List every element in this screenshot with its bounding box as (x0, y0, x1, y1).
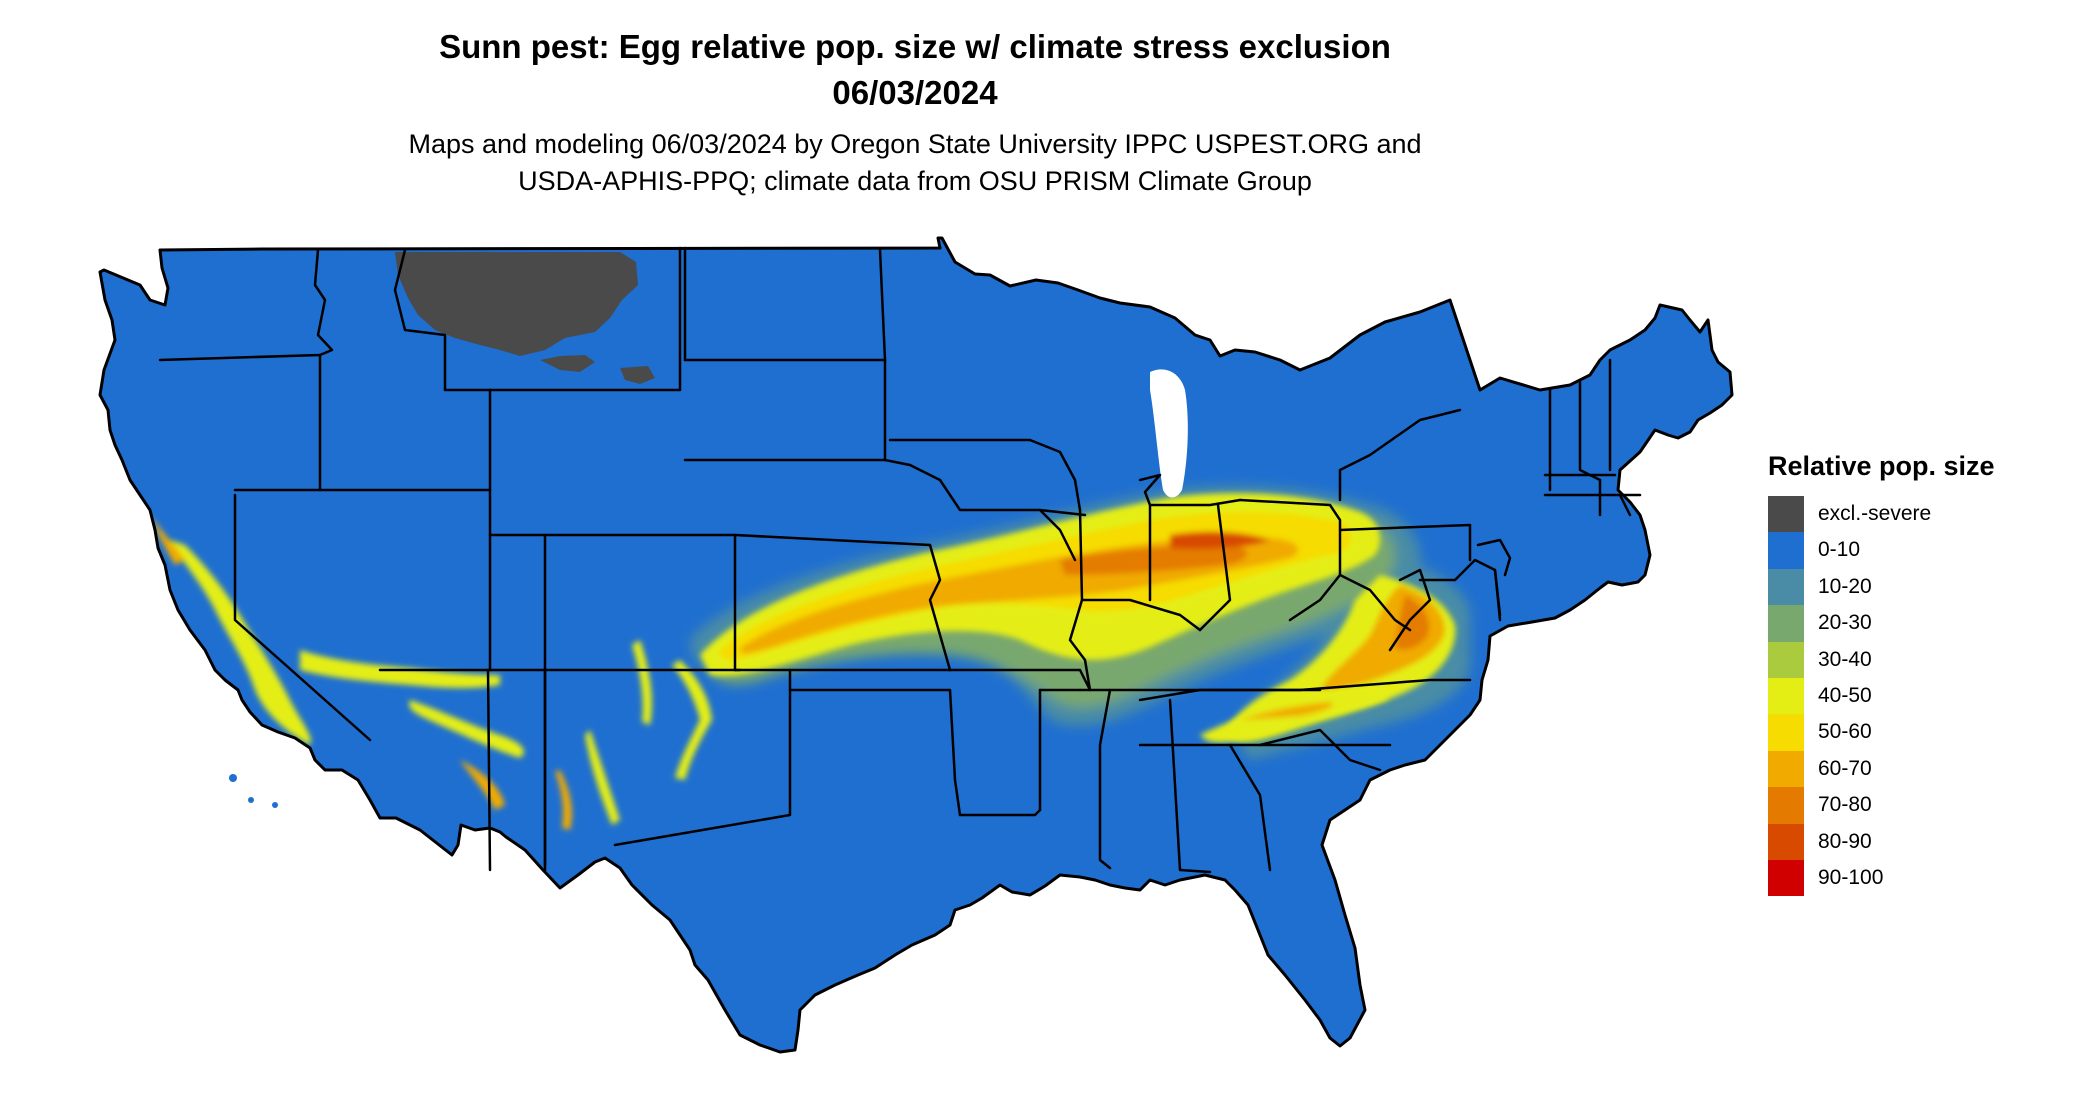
legend-item: 80-90 (1768, 823, 2088, 860)
legend-swatch (1768, 641, 1804, 678)
legend-item: 30-40 (1768, 641, 2088, 678)
legend-label: 90-100 (1818, 865, 1884, 889)
legend-item: excl.-severe (1768, 496, 2088, 533)
legend-swatch (1768, 750, 1804, 788)
legend-swatch (1768, 568, 1804, 606)
legend-item: 70-80 (1768, 787, 2088, 824)
legend-item: 50-60 (1768, 714, 2088, 751)
map-date: 06/03/2024 (832, 74, 998, 111)
legend-item: 60-70 (1768, 750, 2088, 788)
lake-michigan (1150, 369, 1188, 498)
legend-label: 70-80 (1818, 793, 1872, 817)
map-credit-line-1: Maps and modeling 06/03/2024 by Oregon S… (408, 129, 1422, 159)
legend-items: excl.-severe 0-10 10-20 20-30 30-40 40-50 50-6… (1768, 496, 2088, 897)
legend-item: 40-50 (1768, 677, 2088, 715)
legend-swatch (1768, 496, 1804, 533)
legend-label: excl.-severe (1818, 502, 1932, 525)
legend-swatch (1768, 859, 1804, 897)
legend-swatch (1768, 823, 1804, 860)
legend-label: 40-50 (1818, 683, 1872, 707)
legend-item: 10-20 (1768, 568, 2088, 606)
state-borders (158, 246, 1642, 874)
legend-label: 20-30 (1818, 611, 1872, 635)
legend-label: 80-90 (1818, 829, 1872, 853)
population-raster (100, 238, 1732, 1052)
legend-swatch (1768, 787, 1804, 824)
legend-item: 20-30 (1768, 605, 2088, 642)
map-title: Sunn pest: Egg relative pop. size w/ cli… (439, 28, 1391, 65)
map-credit-line-2: USDA-APHIS-PPQ; climate data from OSU PR… (518, 166, 1312, 196)
legend-label: 30-40 (1818, 647, 1872, 671)
legend-label: 0-10 (1818, 538, 1861, 562)
legend-item: 90-100 (1768, 859, 2088, 897)
legend: Relative pop. size excl.-severe 0-10 10-20… (1768, 448, 2088, 897)
legend-swatch (1768, 677, 1804, 715)
legend-label: 60-70 (1818, 756, 1872, 780)
legend-label: 50-60 (1818, 720, 1872, 744)
legend-label: 10-20 (1818, 574, 1872, 598)
severe-exclusion-area (395, 252, 655, 384)
legend-swatch (1768, 605, 1804, 642)
us-population-map (98, 236, 1734, 1054)
legend-swatch (1768, 714, 1804, 751)
legend-title: Relative pop. size (1768, 451, 1995, 481)
legend-item: 0-10 (1768, 532, 2088, 569)
legend-swatch (1768, 532, 1804, 569)
